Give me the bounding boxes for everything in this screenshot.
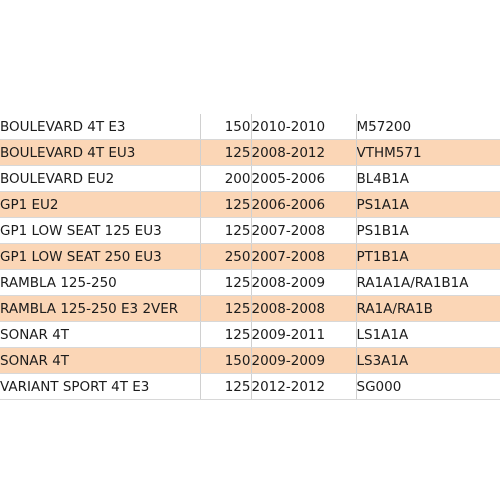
years-cell: 2010-2010 <box>250 114 356 140</box>
code-cell: M57200 <box>355 114 500 140</box>
model-cell: BOULEVARD 4T EU3 <box>0 139 200 166</box>
displacement-cell: 125 <box>199 373 251 400</box>
displacement-cell: 125 <box>199 321 251 348</box>
model-cell: SONAR 4T <box>0 321 200 348</box>
table-row: BOULEVARD EU2 200 2005-2006 BL4B1A <box>0 165 500 192</box>
table-row: GP1 EU2 125 2006-2006 PS1A1A <box>0 191 500 218</box>
model-cell: RAMBLA 125-250 E3 2VER <box>0 295 200 322</box>
years-cell: 2008-2008 <box>250 295 356 322</box>
table-row: BOULEVARD 4T E3 150 2010-2010 M57200 <box>0 114 500 140</box>
years-cell: 2009-2009 <box>250 347 356 374</box>
displacement-cell: 250 <box>199 243 251 270</box>
model-cell: GP1 LOW SEAT 125 EU3 <box>0 217 200 244</box>
model-cell: VARIANT SPORT 4T E3 <box>0 373 200 400</box>
years-cell: 2009-2011 <box>250 321 356 348</box>
years-cell: 2008-2012 <box>250 139 356 166</box>
code-cell: BL4B1A <box>355 165 500 192</box>
model-cell: SONAR 4T <box>0 347 200 374</box>
table-row: SONAR 4T 125 2009-2011 LS1A1A <box>0 321 500 348</box>
table-row: GP1 LOW SEAT 125 EU3 125 2007-2008 PS1B1… <box>0 217 500 244</box>
table-row: RAMBLA 125-250 E3 2VER 125 2008-2008 RA1… <box>0 295 500 322</box>
years-cell: 2012-2012 <box>250 373 356 400</box>
displacement-cell: 150 <box>199 114 251 140</box>
table-row: BOULEVARD 4T EU3 125 2008-2012 VTHM571 <box>0 139 500 166</box>
displacement-cell: 125 <box>199 139 251 166</box>
years-cell: 2007-2008 <box>250 243 356 270</box>
years-cell: 2006-2006 <box>250 191 356 218</box>
code-cell: LS1A1A <box>355 321 500 348</box>
displacement-cell: 125 <box>199 191 251 218</box>
displacement-cell: 125 <box>199 295 251 322</box>
code-cell: PS1B1A <box>355 217 500 244</box>
table-body: BOULEVARD 4T E3 150 2010-2010 M57200 BOU… <box>0 114 500 400</box>
model-cell: BOULEVARD EU2 <box>0 165 200 192</box>
model-cell: GP1 LOW SEAT 250 EU3 <box>0 243 200 270</box>
displacement-cell: 125 <box>199 269 251 296</box>
table-row: SONAR 4T 150 2009-2009 LS3A1A <box>0 347 500 374</box>
code-cell: VTHM571 <box>355 139 500 166</box>
model-cell: BOULEVARD 4T E3 <box>0 114 200 140</box>
code-cell: RA1A1A/RA1B1A <box>355 269 500 296</box>
code-cell: PS1A1A <box>355 191 500 218</box>
code-cell: SG000 <box>355 373 500 400</box>
code-cell: PT1B1A <box>355 243 500 270</box>
model-compatibility-table: BOULEVARD 4T E3 150 2010-2010 M57200 BOU… <box>0 114 500 400</box>
table-row: VARIANT SPORT 4T E3 125 2012-2012 SG000 <box>0 373 500 400</box>
displacement-cell: 125 <box>199 217 251 244</box>
displacement-cell: 150 <box>199 347 251 374</box>
table-row: GP1 LOW SEAT 250 EU3 250 2007-2008 PT1B1… <box>0 243 500 270</box>
years-cell: 2005-2006 <box>250 165 356 192</box>
years-cell: 2008-2009 <box>250 269 356 296</box>
displacement-cell: 200 <box>199 165 251 192</box>
code-cell: RA1A/RA1B <box>355 295 500 322</box>
table-row: RAMBLA 125-250 125 2008-2009 RA1A1A/RA1B… <box>0 269 500 296</box>
model-cell: GP1 EU2 <box>0 191 200 218</box>
code-cell: LS3A1A <box>355 347 500 374</box>
model-cell: RAMBLA 125-250 <box>0 269 200 296</box>
years-cell: 2007-2008 <box>250 217 356 244</box>
